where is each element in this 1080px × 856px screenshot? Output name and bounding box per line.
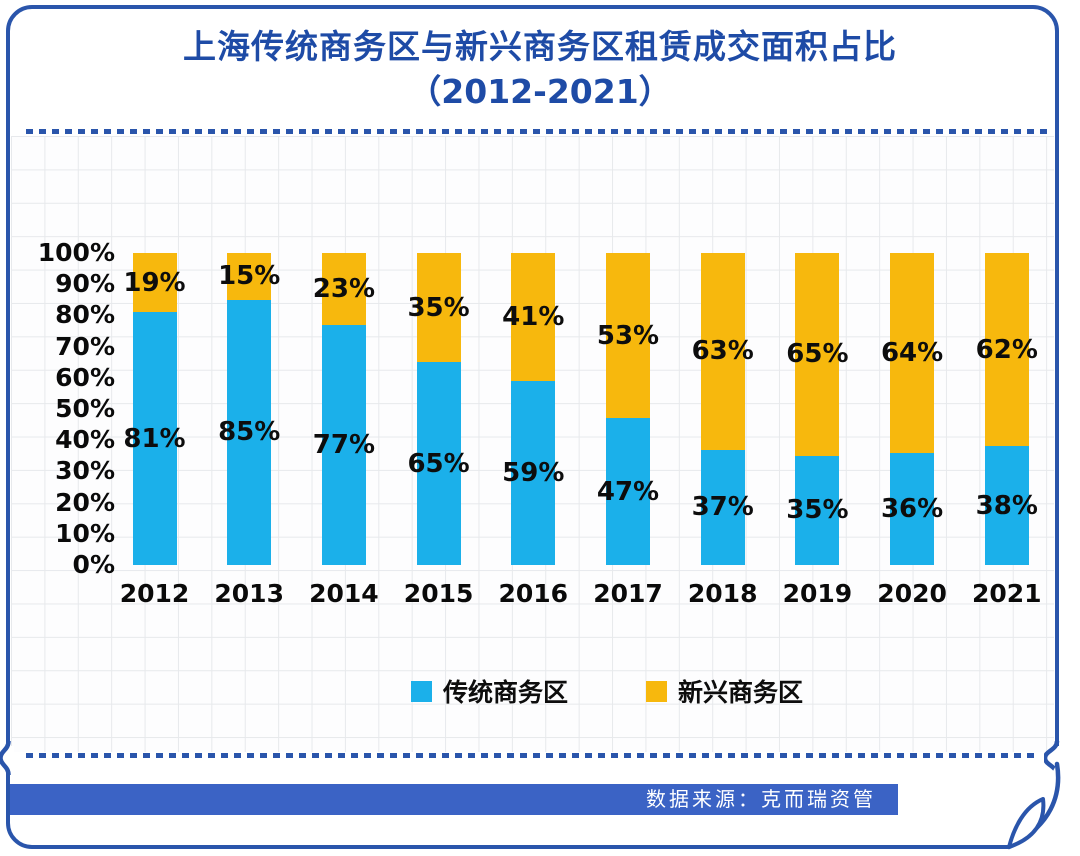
bar-segment-traditional xyxy=(511,380,556,565)
traditional-value-label: 85% xyxy=(218,417,281,448)
bar-segment-traditional xyxy=(132,312,177,565)
x-axis-tick-label: 2012 xyxy=(119,579,190,608)
stacked-bar-2016: 41% 59% xyxy=(502,253,564,565)
stacked-bar-2017: 53% 47% xyxy=(597,253,659,565)
legend-item-emerging: 新兴商务区 xyxy=(646,673,803,709)
data-source-ribbon: 数据来源：克而瑞资管 xyxy=(6,784,898,815)
emerging-value-label: 35% xyxy=(407,292,470,323)
bar-segment-emerging xyxy=(795,253,840,456)
x-axis-tick-label: 2016 xyxy=(498,579,569,608)
chart-plot-area: 100% 90% 80% 70% 60% 50% 40% 30% 20% 10% 0% 19% 81%… xyxy=(11,136,1054,752)
data-source-label: 数据来源：克而瑞资管 xyxy=(646,787,876,811)
bar-segment-emerging xyxy=(132,253,177,313)
traditional-value-label: 59% xyxy=(502,457,565,488)
emerging-value-label: 23% xyxy=(312,273,375,304)
bar-segment-emerging xyxy=(606,253,650,419)
traditional-value-label: 35% xyxy=(786,495,849,526)
legend-label: 传统商务区 xyxy=(443,678,569,707)
y-axis-tick-label: 20% xyxy=(55,487,115,517)
bar-segment-traditional xyxy=(984,446,1029,565)
x-axis-tick-label: 2018 xyxy=(687,579,758,608)
legend-swatch-icon xyxy=(646,680,668,702)
x-axis-tick-label: 2020 xyxy=(877,579,947,608)
y-axis-tick-label: 10% xyxy=(55,518,115,548)
emerging-value-label: 41% xyxy=(502,301,565,332)
y-axis-tick-label: 50% xyxy=(55,394,115,423)
y-axis-tick-label: 80% xyxy=(55,300,115,330)
bar-segment-traditional xyxy=(227,299,272,565)
emerging-value-label: 63% xyxy=(691,336,754,367)
x-axis-tick-label: 2017 xyxy=(593,579,663,608)
y-axis-tick-label: 100% xyxy=(37,238,115,267)
bar-segment-emerging xyxy=(700,253,745,450)
stacked-bar-2014: 23% 77% xyxy=(313,253,375,565)
y-axis-tick-label: 70% xyxy=(55,331,115,361)
bar-segment-emerging xyxy=(227,253,272,300)
traditional-value-label: 36% xyxy=(880,493,944,524)
y-axis-tick-label: 60% xyxy=(55,362,115,392)
bar-segment-traditional xyxy=(606,418,650,565)
stacked-bar-2015: 35% 65% xyxy=(407,253,470,565)
chart-title: 上海传统商务区与新兴商务区租赁成交面积占比 （2012-2021） xyxy=(0,24,1080,114)
legend-label: 新兴商务区 xyxy=(678,678,804,707)
y-axis-tick-label: 90% xyxy=(55,269,115,299)
x-axis-tick-label: 2014 xyxy=(309,579,379,608)
y-axis-tick-label: 30% xyxy=(55,456,115,486)
stacked-bar-2012: 19% 81% xyxy=(123,253,186,565)
emerging-value-label: 65% xyxy=(786,339,849,370)
legend: 传统商务区 新兴商务区 xyxy=(411,673,803,709)
emerging-value-label: 64% xyxy=(880,337,944,368)
legend-item-traditional: 传统商务区 xyxy=(411,673,568,709)
traditional-value-label: 65% xyxy=(407,448,470,479)
bar-segment-traditional xyxy=(700,449,745,565)
x-axis-tick-label: 2021 xyxy=(972,579,1042,608)
top-dotted-divider xyxy=(26,129,1052,134)
bar-segment-traditional xyxy=(795,455,840,565)
traditional-value-label: 38% xyxy=(975,490,1038,521)
traditional-value-label: 47% xyxy=(596,476,660,507)
chart-title-line1: 上海传统商务区与新兴商务区租赁成交面积占比 xyxy=(183,27,897,66)
legend-swatch-icon xyxy=(411,680,432,702)
stacked-bar-2021: 62% 38% xyxy=(976,253,1038,565)
traditional-value-label: 37% xyxy=(691,492,754,523)
chart-title-line2: （2012-2021） xyxy=(408,72,672,111)
bar-segment-traditional xyxy=(321,324,366,565)
y-axis-tick-label: 40% xyxy=(55,425,115,455)
emerging-value-label: 53% xyxy=(596,320,660,351)
bar-segment-emerging xyxy=(890,253,935,453)
x-axis-tick-label: 2019 xyxy=(782,579,853,608)
stacked-bar-2018: 63% 37% xyxy=(692,253,754,565)
traditional-value-label: 81% xyxy=(123,423,186,454)
bar-segment-emerging xyxy=(416,253,461,363)
bar-segment-traditional xyxy=(890,452,935,565)
bar-segment-emerging xyxy=(511,253,556,381)
emerging-value-label: 19% xyxy=(123,267,186,298)
stacked-bar-2020: 64% 36% xyxy=(881,253,943,565)
bar-segment-emerging xyxy=(321,253,366,325)
stacked-bar-2013: 15% 85% xyxy=(218,253,280,565)
bottom-dotted-divider xyxy=(26,753,1040,758)
bar-segment-traditional xyxy=(416,362,461,565)
corner-mask xyxy=(1008,772,1080,856)
x-axis-tick-label: 2013 xyxy=(214,579,284,608)
emerging-value-label: 15% xyxy=(218,261,281,292)
x-axis-tick-label: 2015 xyxy=(403,579,474,608)
stacked-bar-2019: 65% 35% xyxy=(786,253,849,565)
bar-segment-emerging xyxy=(984,253,1029,447)
traditional-value-label: 77% xyxy=(312,429,375,460)
y-axis-tick-label: 0% xyxy=(72,550,115,579)
emerging-value-label: 62% xyxy=(975,334,1038,365)
